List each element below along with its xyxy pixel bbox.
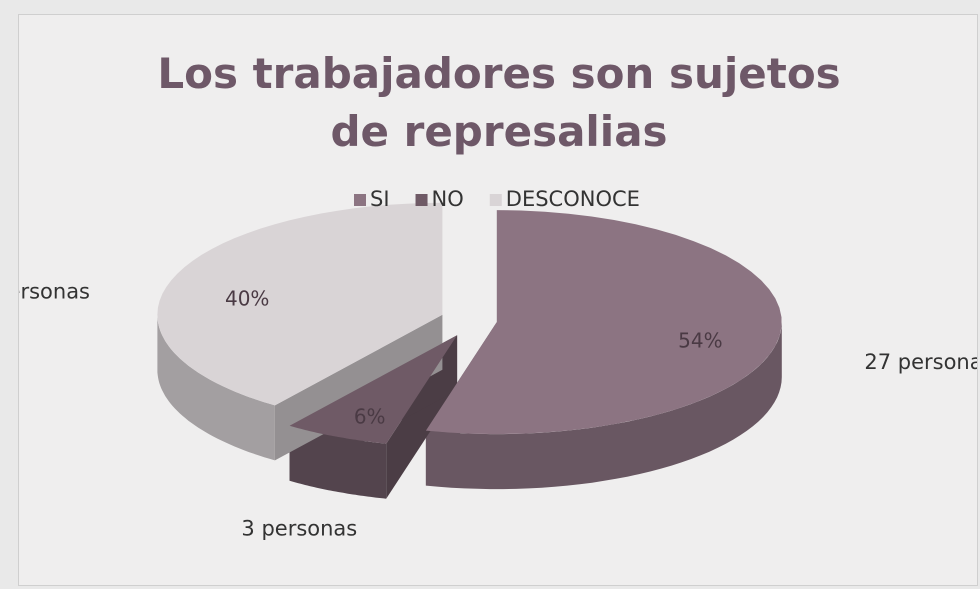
data-label: 40% <box>225 286 269 310</box>
legend-swatch <box>354 194 366 206</box>
annotation: 20 personas <box>19 279 90 303</box>
data-label: 54% <box>678 329 722 353</box>
slice <box>425 210 782 435</box>
data-label: 6% <box>354 405 386 429</box>
slice-side <box>157 314 275 461</box>
slice-side <box>289 425 387 499</box>
legend-swatch <box>415 194 428 206</box>
slice <box>157 202 443 406</box>
annotation: 3 personas <box>241 516 357 540</box>
chart-area: Los trabajadores son sujetos de represal… <box>18 14 978 586</box>
slice-side <box>425 322 782 490</box>
legend-label: NO <box>432 187 464 211</box>
chart: 54% 27 personas 6% 3 personas 40% 20 personas… <box>19 187 977 540</box>
legend-label: SI <box>370 187 390 211</box>
chart-title: Los trabajadores son sujetos de represal… <box>157 49 841 156</box>
legend-label: DESCONOCE <box>506 187 640 211</box>
annotation: 27 personas <box>864 350 977 374</box>
slice <box>289 335 458 444</box>
legend-swatch <box>489 194 502 206</box>
